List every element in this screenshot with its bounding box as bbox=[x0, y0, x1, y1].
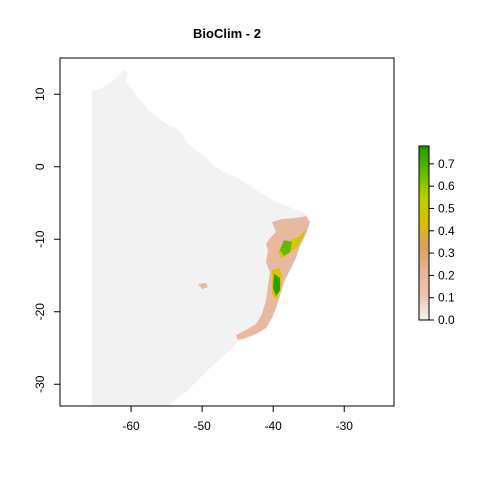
y-tick-label: 0 bbox=[33, 163, 47, 170]
high-suitability-north bbox=[280, 240, 292, 256]
high-suitability-south bbox=[273, 274, 280, 296]
x-tick-label: -60 bbox=[122, 419, 140, 433]
low-suitability-patch bbox=[198, 283, 208, 289]
x-tick-label: -30 bbox=[336, 419, 354, 433]
legend-tick-label: 0.2 bbox=[438, 268, 455, 282]
y-tick-label: -30 bbox=[33, 375, 47, 393]
y-tick-label: -10 bbox=[33, 230, 47, 248]
plot-title: BioClim - 2 bbox=[193, 26, 261, 41]
legend-tick-label: 0.6 bbox=[438, 179, 455, 193]
legend-colorbar bbox=[418, 145, 430, 321]
map-layer bbox=[92, 70, 310, 406]
legend-tick-label: 0.5 bbox=[438, 201, 455, 215]
y-tick-label: -20 bbox=[33, 303, 47, 321]
x-tick-label: -50 bbox=[193, 419, 211, 433]
south-america-landmass bbox=[92, 70, 308, 406]
legend: 0.0 0.1 0.2 0.3 0.4 0.5 0.6 0.7 bbox=[418, 145, 455, 327]
x-axis: -60 -50 -40 -30 bbox=[122, 405, 354, 433]
y-axis: -30 -20 -10 0 10 bbox=[33, 87, 61, 393]
legend-tick-label: 0.4 bbox=[438, 224, 455, 238]
x-tick-label: -40 bbox=[265, 419, 283, 433]
legend-ticks: 0.0 0.1 0.2 0.3 0.4 0.5 0.6 0.7 bbox=[429, 157, 455, 327]
y-tick-label: 10 bbox=[33, 87, 47, 101]
legend-tick-label: 0.0 bbox=[438, 313, 455, 327]
legend-tick-label: 0.7 bbox=[438, 157, 455, 171]
legend-tick-label: 0.3 bbox=[438, 246, 455, 260]
legend-tick-label: 0.1 bbox=[438, 291, 455, 305]
